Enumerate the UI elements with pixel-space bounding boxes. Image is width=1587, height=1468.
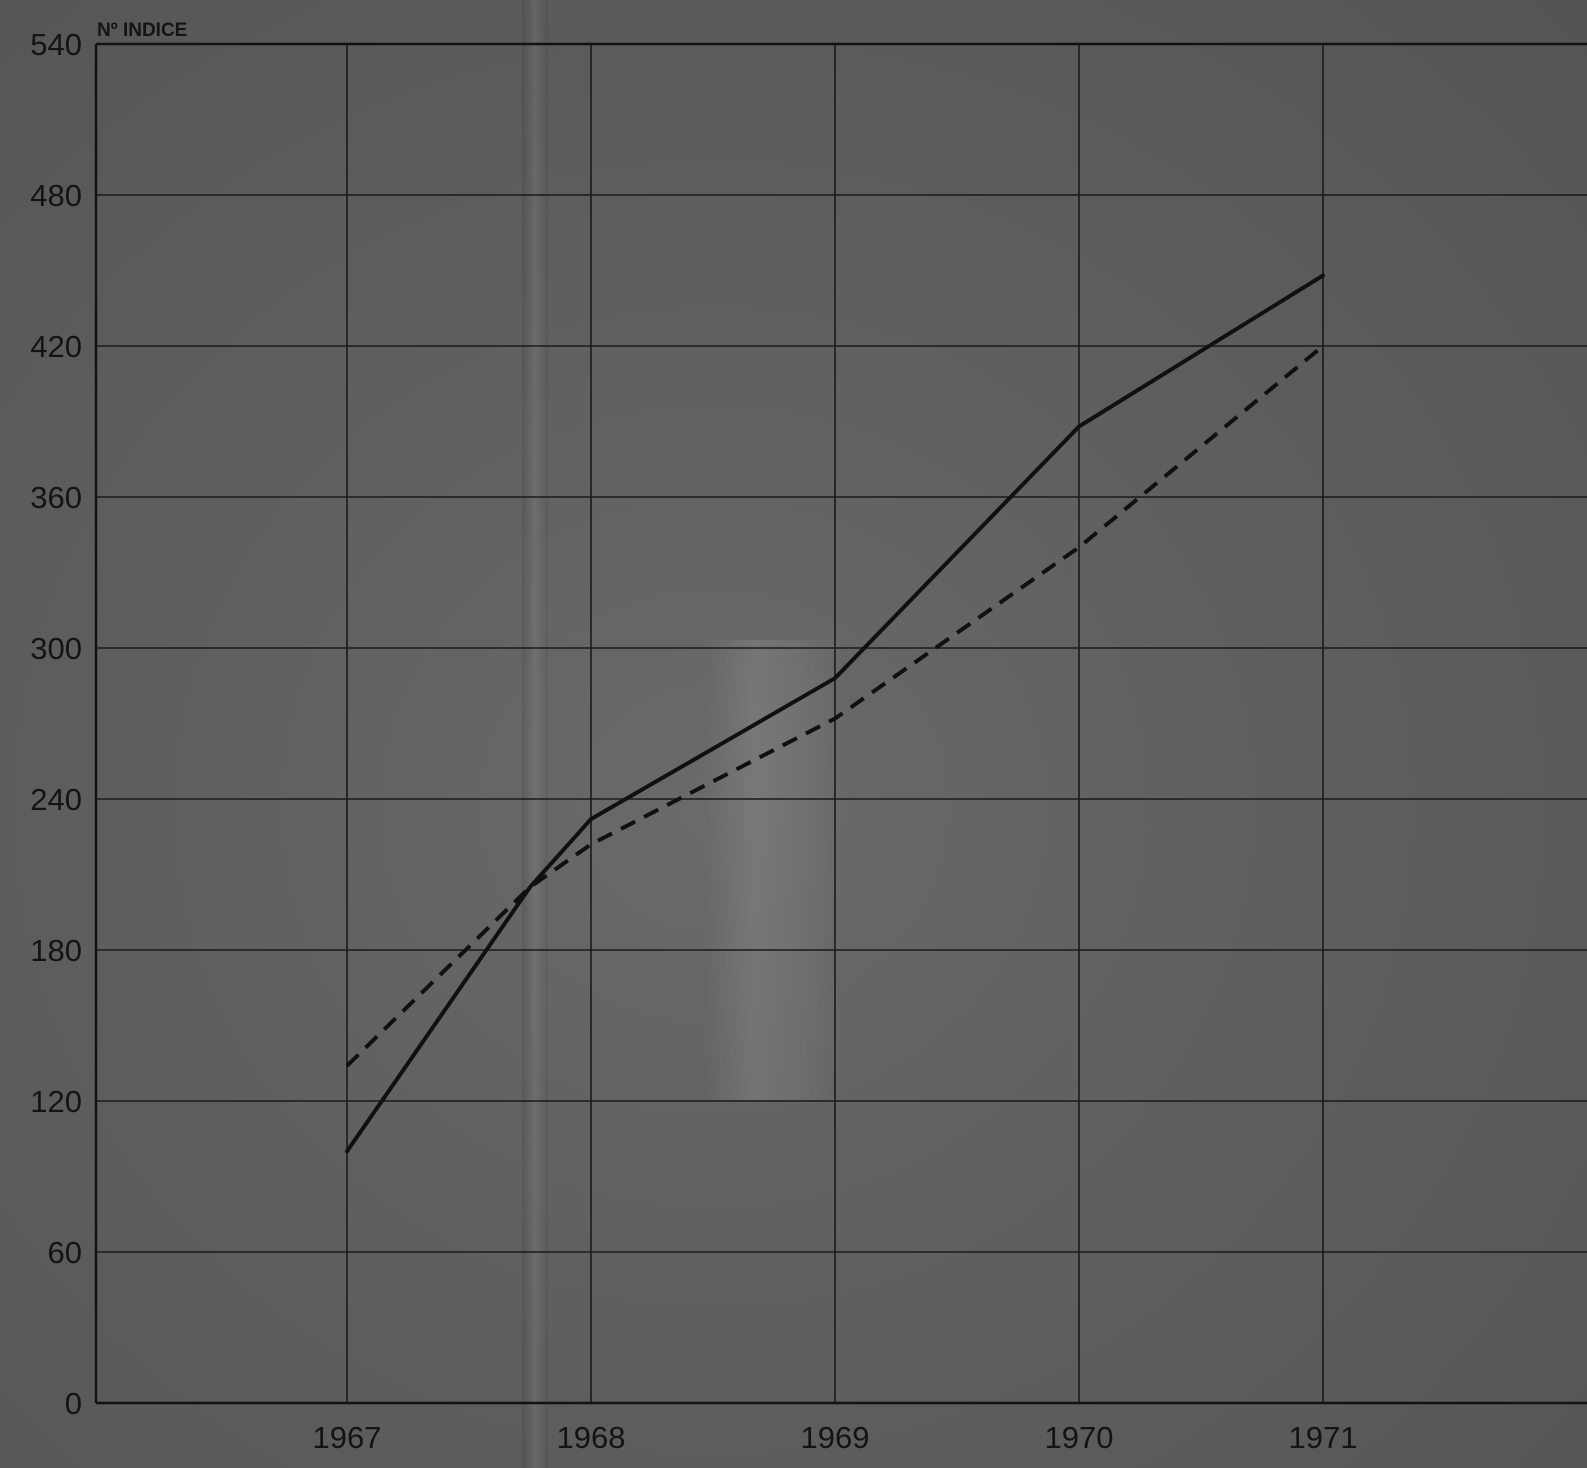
y-tick-label: 300 bbox=[30, 631, 82, 666]
y-tick-label: 420 bbox=[30, 329, 82, 364]
x-tick-label: 1967 bbox=[313, 1420, 382, 1455]
y-tick-label: 0 bbox=[65, 1386, 82, 1421]
x-tick-labels: 1967 1968 1969 1970 1971 bbox=[313, 1420, 1358, 1455]
y-tick-label: 60 bbox=[48, 1235, 82, 1270]
y-tick-label: 180 bbox=[30, 933, 82, 968]
plot-frame bbox=[94, 42, 1587, 1405]
y-tick-label: 480 bbox=[30, 178, 82, 213]
x-tick-label: 1968 bbox=[557, 1420, 626, 1455]
gridlines bbox=[96, 44, 1587, 1403]
y-axis-label: Nº INDICE bbox=[97, 20, 187, 41]
x-tick-label: 1971 bbox=[1289, 1420, 1358, 1455]
y-tick-labels: 0 60 120 180 240 300 360 420 480 540 bbox=[30, 27, 82, 1421]
y-tick-label: 120 bbox=[30, 1084, 82, 1119]
series-lines bbox=[345, 273, 1325, 1154]
y-tick-label: 240 bbox=[30, 782, 82, 817]
dashed-series-line bbox=[345, 344, 1325, 1068]
x-tick-label: 1970 bbox=[1045, 1420, 1114, 1455]
y-tick-label: 540 bbox=[30, 27, 82, 62]
solid-series-line bbox=[345, 273, 1325, 1154]
x-tick-label: 1969 bbox=[801, 1420, 870, 1455]
y-tick-label: 360 bbox=[30, 480, 82, 515]
